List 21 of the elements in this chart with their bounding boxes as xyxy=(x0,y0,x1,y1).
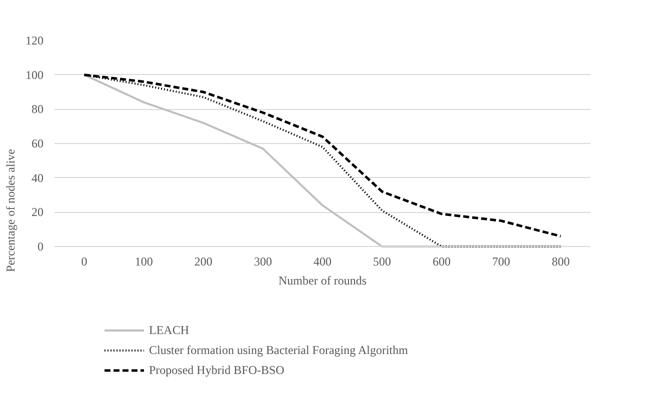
x-tick-label: 700 xyxy=(492,254,510,269)
x-tick-label: 600 xyxy=(432,254,451,269)
x-tick-label: 500 xyxy=(373,254,392,269)
y-axis-title: Percentage of nodes alive xyxy=(4,149,18,272)
legend-label: LEACH xyxy=(149,322,189,338)
x-tick-label: 200 xyxy=(194,254,212,269)
y-tick-label: 60 xyxy=(32,136,44,151)
x-tick-label: 800 xyxy=(552,254,570,269)
x-tick-label: 300 xyxy=(254,254,272,269)
legend-label: Proposed Hybrid BFO-BSO xyxy=(149,362,284,378)
x-tick-label: 100 xyxy=(134,254,153,269)
y-tick-label: 40 xyxy=(32,170,44,185)
y-tick-label: 20 xyxy=(32,205,44,220)
x-axis-title: Number of rounds xyxy=(278,274,367,288)
x-tick-label: 400 xyxy=(314,254,332,269)
y-tick-label: 0 xyxy=(38,240,44,254)
y-tick-label: 120 xyxy=(26,34,44,48)
legend-label: Cluster formation using Bacterial Foraging Algorithm xyxy=(149,342,408,358)
y-tick-label: 100 xyxy=(26,68,44,82)
y-tick-label: 80 xyxy=(32,102,44,116)
x-tick-label: 0 xyxy=(81,254,88,269)
